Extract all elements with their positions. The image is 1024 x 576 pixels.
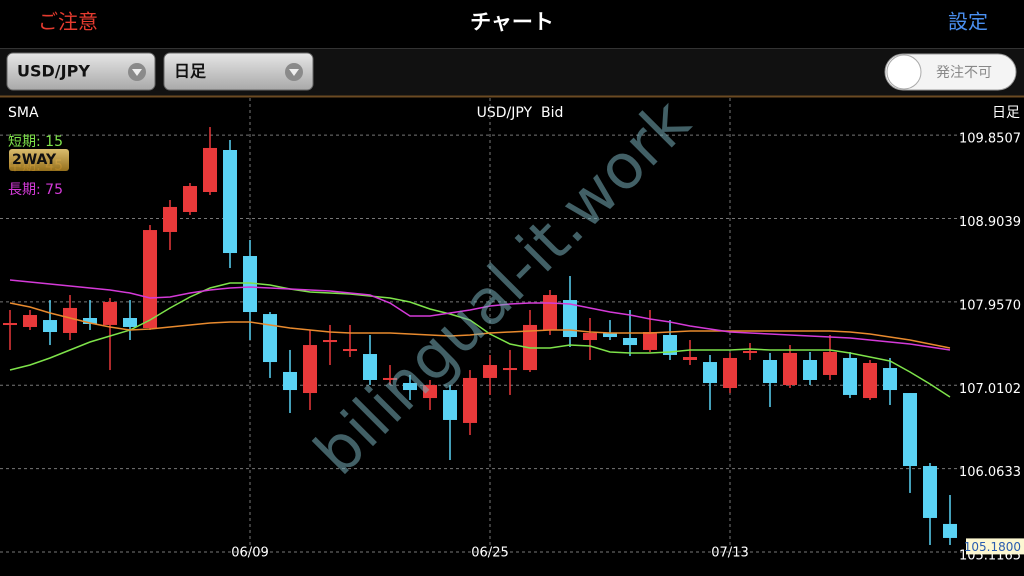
legend-entry: 長期: 75 bbox=[8, 182, 63, 198]
candle-body bbox=[63, 307, 77, 333]
candle-body bbox=[803, 360, 817, 380]
nav-title: チャート bbox=[470, 10, 554, 34]
candle-body bbox=[663, 334, 677, 355]
candle-body bbox=[903, 393, 917, 467]
chart-panel bbox=[0, 96, 1024, 576]
candle-body bbox=[603, 332, 617, 338]
sma-line bbox=[9, 302, 951, 349]
candle-body bbox=[923, 466, 937, 518]
chart-title: USD/JPY Bid bbox=[477, 105, 564, 121]
candle-body bbox=[83, 318, 97, 324]
y-tick-label: 108.9039 bbox=[959, 215, 1021, 230]
candle-body bbox=[383, 377, 397, 380]
candle-body bbox=[583, 332, 597, 341]
candle-body bbox=[823, 351, 837, 375]
period-select-bg bbox=[163, 52, 314, 91]
candle-body bbox=[503, 368, 517, 371]
candle-body bbox=[783, 352, 797, 386]
candle-body bbox=[343, 348, 357, 352]
candle-body bbox=[483, 365, 497, 378]
candle-body bbox=[643, 332, 657, 350]
candle-body bbox=[23, 315, 37, 327]
candle-body bbox=[883, 368, 897, 391]
candle-body bbox=[243, 256, 257, 313]
candle-body bbox=[423, 385, 437, 399]
candle-body bbox=[363, 354, 377, 380]
candle-body bbox=[223, 150, 237, 254]
candle-body bbox=[143, 230, 157, 329]
candle-body bbox=[563, 300, 577, 338]
candle-body bbox=[843, 357, 857, 395]
badge: 2WAY bbox=[12, 152, 57, 168]
candle-body bbox=[543, 295, 557, 330]
candle-body bbox=[723, 357, 737, 389]
candle-body bbox=[743, 351, 757, 354]
legend-entry: 短期: 15 bbox=[8, 134, 63, 150]
period-select-label: 日足 bbox=[174, 62, 207, 81]
dropdown-arrow bbox=[289, 69, 299, 76]
candle-body bbox=[123, 318, 137, 327]
candle-body bbox=[263, 314, 277, 363]
candle-body bbox=[283, 371, 297, 391]
settings-button[interactable]: 設定 bbox=[948, 10, 988, 34]
candle-body bbox=[703, 362, 717, 383]
candle-body bbox=[443, 390, 457, 420]
x-tick-label: 06/25 bbox=[471, 546, 508, 561]
pair-select-bg bbox=[6, 52, 156, 91]
sma-line bbox=[9, 282, 951, 398]
candle-body bbox=[943, 523, 957, 538]
candle-body bbox=[323, 340, 337, 343]
x-tick-label: 07/13 bbox=[711, 546, 748, 561]
candle-body bbox=[403, 382, 417, 391]
axis-labels: 109.8507 108.9039 107.9570 107.0102 106.0633… bbox=[231, 132, 1024, 564]
pair-select[interactable]: USD/JPY bbox=[6, 52, 156, 91]
plot bbox=[3, 127, 957, 545]
order-toggle[interactable]: 発注不可 bbox=[884, 53, 1017, 91]
candle-body bbox=[863, 362, 877, 399]
candle-body bbox=[683, 357, 697, 361]
x-tick-label: 06/09 bbox=[231, 546, 268, 561]
y-tick-label: 109.8507 bbox=[959, 132, 1021, 147]
nav-bar bbox=[0, 0, 1024, 48]
candle-body bbox=[43, 320, 57, 333]
last-price-label: 105.1800 bbox=[964, 540, 1021, 554]
candle-body bbox=[463, 377, 477, 423]
candle-body bbox=[163, 206, 177, 232]
y-tick-label: 106.0633 bbox=[959, 465, 1021, 480]
dropdown-arrow bbox=[132, 69, 142, 76]
badge-bg bbox=[9, 149, 69, 171]
last-price-box bbox=[966, 538, 1024, 555]
pair-select-label: USD/JPY bbox=[17, 62, 90, 81]
period-select[interactable]: 日足 bbox=[163, 52, 314, 91]
candle-body bbox=[623, 337, 637, 346]
y-tick-label: 107.0102 bbox=[959, 382, 1021, 397]
sma-line bbox=[9, 279, 951, 351]
candle-body bbox=[303, 345, 317, 394]
y-tick-label: 107.9570 bbox=[959, 298, 1021, 313]
candle-body bbox=[183, 186, 197, 212]
candle-body bbox=[103, 301, 117, 325]
candle-body bbox=[203, 147, 217, 193]
candle-body bbox=[763, 360, 777, 383]
indicator-name: SMA bbox=[8, 105, 39, 121]
toggle-knob bbox=[886, 54, 922, 90]
candle-body bbox=[3, 323, 17, 326]
toggle-label: 発注不可 bbox=[936, 65, 992, 81]
caution-button[interactable]: ご注意 bbox=[38, 10, 98, 34]
period-label: 日足 bbox=[992, 105, 1020, 121]
